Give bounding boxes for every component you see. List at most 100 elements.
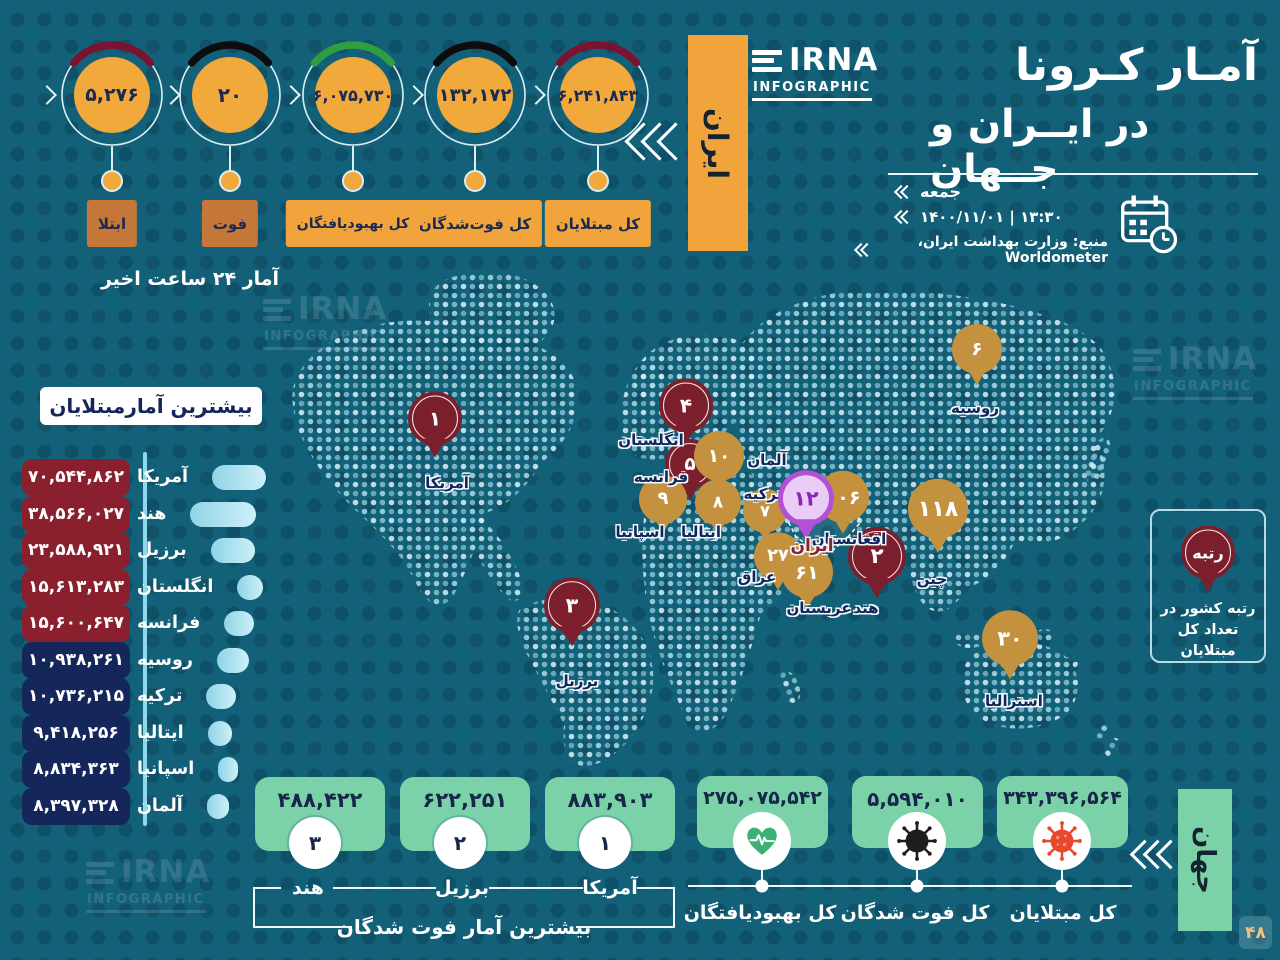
page-title-line2: در ایــران و جــهان [930, 102, 1150, 192]
stat-label: کل فوت‌شدگان [407, 200, 543, 247]
map-label-brazil: برزیل [555, 672, 599, 690]
infected-row-italy: ۹,۴۱۸,۲۵۶ ایتالیا [22, 714, 232, 752]
irna-sub: INFOGRAPHIC [263, 326, 383, 350]
rank-circle: ۱ [579, 817, 631, 869]
infected-value: ۲۳,۵۸۸,۹۲۱ [22, 531, 130, 569]
world-value: ۳۴۳,۳۹۶,۵۶۴ [1003, 787, 1122, 809]
axis-dot [910, 879, 924, 893]
list-divider [143, 452, 147, 826]
map-label-india: هند [853, 599, 879, 617]
deaths-caption: بیشترین آمار فوت شدگان [336, 915, 592, 939]
infected-value: ۸,۳۹۷,۳۲۸ [22, 787, 130, 825]
map-label-turkey: ترکیه [743, 485, 783, 503]
rank-legend: رتبه رتبه کشور در تعداد کل مبتلایان [1150, 509, 1266, 663]
infected-bar [190, 501, 257, 527]
map-label-france: فرانسه [633, 468, 689, 486]
irna-bars-icon [752, 46, 782, 75]
bracket-right [673, 887, 675, 928]
world-value: ۲۷۵,۰۷۵,۵۴۲ [703, 787, 822, 809]
infected-country: ترکیه [137, 686, 183, 706]
stat-label: کل بهبودیافتگان [285, 200, 421, 247]
infected-bar [218, 756, 239, 782]
axis-dot [1055, 879, 1069, 893]
infected-bar [206, 683, 237, 709]
map-nz-2 [1096, 723, 1108, 739]
map-pin-russia: ۶ [952, 324, 1002, 374]
map-pin-china: ۱۱۸ [908, 478, 968, 539]
stem [761, 868, 763, 886]
infected-row-france: ۱۵,۶۰۰,۶۴۷ فرانسه [22, 604, 255, 642]
irna-sub: INFOGRAPHIC [86, 889, 206, 913]
map-label-russia: روسیه [951, 399, 999, 417]
world-label-deaths: کل فوت شدگان [840, 902, 990, 924]
chevron-left-icon [893, 209, 915, 225]
map-madagascar [779, 670, 801, 704]
infected-bar [237, 574, 264, 600]
map-label-uk: انگلستان [618, 431, 684, 449]
stat-connector [111, 146, 113, 172]
deaths-value: ۸۸۳,۹۰۳ [567, 788, 653, 812]
infected-row-spain: ۸,۸۳۴,۳۶۳ اسپانیا [22, 750, 239, 788]
map-island-3 [1036, 629, 1054, 641]
legend-pin-icon: رتبه [1181, 525, 1235, 580]
infected-bar [210, 537, 255, 563]
last-24h-note: آمار ۲۴ ساعت اخیر [100, 268, 280, 290]
bracket-bottom [253, 926, 352, 928]
deaths-connector-line [333, 887, 436, 889]
world-label-recovered: کل بهبودیافتگان [683, 902, 837, 924]
map-uk [633, 361, 664, 400]
infected-country: روسیه [137, 650, 193, 670]
map-label-saudi: عربستان [786, 599, 852, 617]
irna-watermark: IRNA INFOGRAPHIC [86, 857, 210, 913]
irna-bars-icon [263, 295, 291, 324]
infected-country: آلمان [137, 796, 183, 816]
stem [1061, 868, 1063, 886]
stat-connector [474, 146, 476, 172]
map-pin-spain: ۹ [639, 475, 687, 524]
irna-sub: INFOGRAPHIC [752, 77, 872, 101]
stat-label: فوت [201, 200, 259, 247]
infected-row-germany: ۸,۳۹۷,۳۲۸ آلمان [22, 787, 229, 825]
deaths-box-india: ۴۸۸,۴۲۲ [255, 777, 385, 851]
map-pin-india: ۲ [848, 527, 906, 586]
irna-bars-icon [1133, 345, 1161, 374]
infected-value: ۹,۴۱۸,۲۵۶ [22, 714, 130, 752]
infected-list-title: بیشترین آمارمبتلایان [40, 387, 262, 425]
deaths-country-brazil: برزیل [435, 877, 489, 899]
deaths-connector-line [253, 887, 281, 889]
irna-watermark: IRNA INFOGRAPHIC [1133, 344, 1257, 400]
stat-knob [342, 170, 364, 192]
world-label-infected: کل مبتلایان [1009, 902, 1117, 924]
infected-value: ۷۰,۵۴۴,۸۶۲ [22, 458, 130, 496]
date-time: ۱۴۰۰/۱۱/۰۱ | ۱۳:۳۰ [893, 208, 1108, 226]
iran-tag-label: ایران [701, 107, 735, 179]
stat-connector [352, 146, 354, 172]
world-section-tag: جهان [1178, 789, 1232, 931]
infected-value: ۳۸,۵۶۶,۰۲۷ [22, 495, 130, 533]
infected-bar [212, 464, 267, 490]
map-label-spain: اسپانیا [615, 523, 665, 541]
source-note: منبع: وزارت بهداشت ایران، Worldometer [853, 234, 1108, 266]
map-island-1 [954, 632, 986, 648]
heart-pulse-icon [733, 812, 791, 870]
iran-section-tag: ایران [688, 35, 748, 251]
infected-value: ۱۰,۹۳۸,۲۶۱ [22, 641, 130, 679]
stat-label: کل مبتلایان [544, 200, 652, 247]
stat-knob [219, 170, 241, 192]
infected-value: ۱۵,۶۰۰,۶۴۷ [22, 604, 130, 642]
infected-country: اسپانیا [137, 759, 195, 779]
stat-value: ۵,۲۷۶ [74, 57, 150, 133]
map-pin-brazil: ۳ [544, 577, 600, 634]
map-north-america [292, 320, 578, 605]
deaths-connector-line [637, 887, 675, 889]
world-tag-label: جهان [1190, 826, 1221, 894]
map-japan [1085, 437, 1111, 483]
date-day: جمعه [893, 182, 1108, 201]
bracket-bottom [576, 926, 675, 928]
bracket-left [253, 887, 255, 928]
virus-black-icon [888, 812, 946, 870]
map-asia [730, 289, 1115, 612]
map-label-afghanistan: افغانستان [811, 530, 887, 548]
triple-chevron-left-icon [1129, 839, 1186, 870]
